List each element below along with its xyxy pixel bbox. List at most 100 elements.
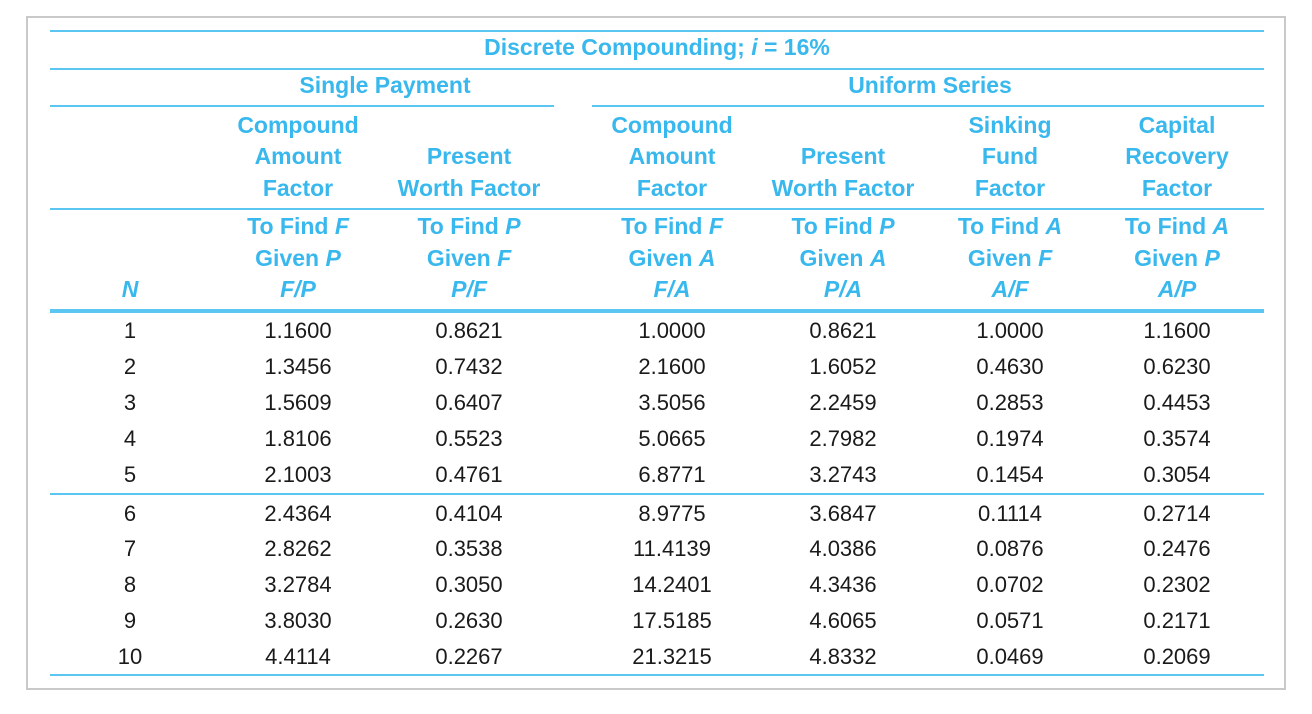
- value-cell-pa: 4.0386: [809, 536, 877, 561]
- title-prefix: Discrete Compounding;: [484, 34, 752, 60]
- column-name-line: Recovery: [1125, 143, 1229, 169]
- column-name-line: Sinking: [968, 111, 1052, 138]
- value-cell-pa: 3.6847: [809, 501, 877, 526]
- column-given-fp: Given P: [255, 245, 341, 271]
- value-cell-af: 0.0469: [976, 644, 1044, 669]
- row-n-cell: 5: [123, 462, 137, 487]
- column-name-line: Factor: [974, 174, 1046, 201]
- column-name-line: Amount: [628, 143, 716, 169]
- value-cell-fp: 1.5609: [264, 390, 332, 415]
- value-cell-ap: 0.2069: [1143, 644, 1211, 669]
- column-name-line: Present: [800, 143, 886, 169]
- row-n-cell: 2: [123, 354, 137, 379]
- value-cell-fp: 1.8106: [264, 426, 332, 451]
- column-find-fp: To Find F: [247, 213, 349, 239]
- value-cell-fa: 6.8771: [638, 462, 706, 487]
- value-cell-pa: 0.8621: [809, 318, 877, 343]
- column-name-pf: Present Worth Factor: [384, 141, 554, 204]
- value-cell-ap: 0.4453: [1143, 390, 1211, 415]
- column-notation-ap: A/P: [1157, 276, 1197, 302]
- column-find-ap: To Find A: [1124, 213, 1230, 239]
- column-name-line: Factor: [262, 174, 334, 201]
- column-name-af: Sinking Fund Factor: [925, 110, 1095, 205]
- value-cell-pf: 0.2267: [435, 644, 503, 669]
- column-name-line: Amount: [254, 143, 342, 169]
- value-cell-ap: 1.1600: [1143, 318, 1211, 343]
- value-cell-pf: 0.3538: [435, 536, 503, 561]
- value-cell-pa: 4.3436: [809, 572, 877, 597]
- value-cell-pa: 2.7982: [809, 426, 877, 451]
- column-notation-fp: F/P: [280, 276, 316, 302]
- value-cell-af: 0.1454: [976, 462, 1044, 487]
- column-notation-pf: P/F: [451, 276, 487, 302]
- value-cell-pa: 2.2459: [809, 390, 877, 415]
- column-find-fa: To Find F: [621, 213, 723, 239]
- title-suffix: = 16%: [757, 34, 830, 60]
- value-cell-fp: 2.1003: [264, 462, 332, 487]
- row-n-cell: 9: [123, 608, 137, 633]
- top-rule: [50, 30, 1264, 32]
- row-n-cell: 3: [123, 390, 137, 415]
- bottom-rule: [50, 674, 1264, 676]
- column-name-line: Fund: [981, 143, 1039, 169]
- value-cell-fa: 5.0665: [638, 426, 706, 451]
- column-header-n: N: [121, 276, 139, 302]
- table-frame: [26, 16, 1286, 690]
- value-cell-ap: 0.3574: [1143, 426, 1211, 451]
- value-cell-pf: 0.4104: [435, 501, 503, 526]
- row-n-cell: 1: [123, 318, 137, 343]
- value-cell-pa: 1.6052: [809, 354, 877, 379]
- column-given-pa: Given A: [799, 245, 887, 271]
- value-cell-ap: 0.2302: [1143, 572, 1211, 597]
- column-find-pa: To Find P: [791, 213, 895, 239]
- column-given-ap: Given P: [1134, 245, 1220, 271]
- value-cell-pa: 4.6065: [809, 608, 877, 633]
- title-variable: i: [751, 34, 758, 60]
- value-cell-pf: 0.2630: [435, 608, 503, 633]
- value-cell-fp: 1.3456: [264, 354, 332, 379]
- column-name-line: Compound: [611, 111, 733, 138]
- column-name-line: Factor: [636, 174, 708, 201]
- column-given-af: Given F: [967, 245, 1053, 271]
- column-find-af: To Find A: [957, 213, 1063, 239]
- column-name-fa: Compound Amount Factor: [587, 110, 757, 205]
- row-n-cell: 10: [117, 644, 143, 669]
- value-cell-af: 0.0876: [976, 536, 1044, 561]
- value-cell-fa: 8.9775: [638, 501, 706, 526]
- value-cell-fa: 2.1600: [638, 354, 706, 379]
- value-cell-pf: 0.4761: [435, 462, 503, 487]
- value-cell-ap: 0.3054: [1143, 462, 1211, 487]
- value-cell-pf: 0.3050: [435, 572, 503, 597]
- column-name-ap: Capital Recovery Factor: [1092, 110, 1262, 205]
- column-name-fp: Compound Amount Factor: [213, 110, 383, 205]
- value-cell-pf: 0.7432: [435, 354, 503, 379]
- value-cell-fp: 2.4364: [264, 501, 332, 526]
- row-n-cell: 8: [123, 572, 137, 597]
- row-n-cell: 7: [123, 536, 137, 561]
- row-n-cell: 6: [123, 501, 137, 526]
- column-notation-fa: F/A: [653, 276, 691, 302]
- value-cell-ap: 0.6230: [1143, 354, 1211, 379]
- value-cell-fa: 17.5185: [632, 608, 712, 633]
- table-title: Discrete Compounding; i = 16%: [300, 32, 1014, 64]
- value-cell-fp: 3.8030: [264, 608, 332, 633]
- column-name-line: Factor: [1141, 174, 1213, 201]
- value-cell-af: 0.0702: [976, 572, 1044, 597]
- value-cell-af: 0.1974: [976, 426, 1044, 451]
- value-cell-af: 0.2853: [976, 390, 1044, 415]
- value-cell-pf: 0.8621: [435, 318, 503, 343]
- column-name-pa: Present Worth Factor: [758, 141, 928, 204]
- value-cell-af: 0.0571: [976, 608, 1044, 633]
- column-name-line: Worth Factor: [397, 174, 541, 201]
- column-notation-pa: P/A: [823, 276, 863, 302]
- row-n-cell: 4: [123, 426, 137, 451]
- value-cell-fp: 4.4114: [265, 644, 331, 669]
- value-cell-ap: 0.2714: [1143, 501, 1211, 526]
- column-given-pf: Given F: [426, 245, 512, 271]
- value-cell-fa: 3.5056: [638, 390, 706, 415]
- factor-name-rule: [50, 208, 1264, 210]
- column-given-fa: Given A: [628, 245, 716, 271]
- value-cell-pa: 3.2743: [809, 462, 877, 487]
- value-cell-ap: 0.2171: [1143, 608, 1211, 633]
- uniform-series-rule: [592, 105, 1264, 107]
